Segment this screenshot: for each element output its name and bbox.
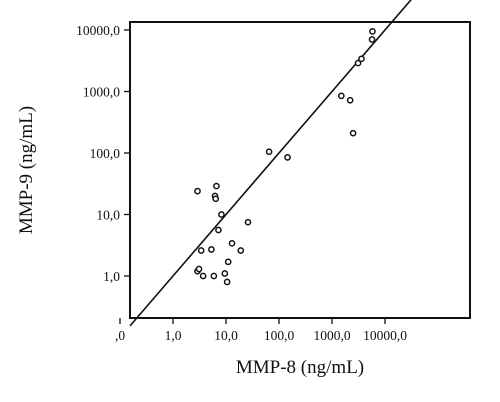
data-point [223, 278, 231, 286]
data-point [349, 129, 357, 137]
identity-line [129, 0, 412, 327]
data-point [358, 55, 365, 63]
data-point [213, 182, 220, 190]
data-point [369, 28, 376, 35]
data-point [346, 96, 354, 104]
data-point [337, 92, 345, 100]
y-tick-label: 1,0 [103, 269, 120, 284]
y-tick-label: 1000,0 [83, 85, 120, 100]
data-point [368, 36, 376, 43]
data-point [354, 59, 362, 67]
data-point [212, 195, 220, 203]
data-point [224, 258, 232, 266]
x-tick-label: ,0 [115, 328, 125, 343]
data-points [194, 28, 376, 286]
data-point [284, 153, 291, 161]
data-point [197, 247, 205, 254]
y-ticks: 1,0 10,0 100,0 1000,0 10000,0 [76, 23, 130, 284]
data-point [228, 239, 236, 247]
data-point [215, 226, 222, 234]
data-point [221, 270, 229, 277]
y-tick-label: 100,0 [90, 146, 121, 161]
data-point [265, 148, 273, 156]
x-tick-label: 1,0 [165, 328, 182, 343]
x-axis-title: MMP-8 (ng/mL) [236, 357, 364, 378]
x-tick-label: 10000,0 [363, 328, 407, 343]
data-point [208, 246, 215, 253]
data-point [194, 187, 201, 195]
y-tick-label: 10000,0 [76, 23, 120, 38]
plot-frame [129, 21, 471, 319]
data-point [210, 272, 218, 280]
data-point [237, 247, 245, 254]
y-axis-title: MMP-9 (ng/mL) [16, 106, 37, 234]
data-point [218, 211, 225, 218]
x-ticks: ,0 1,0 10,0 100,0 1000,0 10000,0 [115, 318, 407, 343]
y-tick-label: 10,0 [96, 208, 120, 223]
x-tick-label: 100,0 [264, 328, 295, 343]
x-tick-label: 1000,0 [313, 328, 350, 343]
data-point [199, 272, 207, 280]
data-point [195, 265, 203, 273]
data-point [244, 218, 252, 226]
x-tick-label: 10,0 [214, 328, 238, 343]
